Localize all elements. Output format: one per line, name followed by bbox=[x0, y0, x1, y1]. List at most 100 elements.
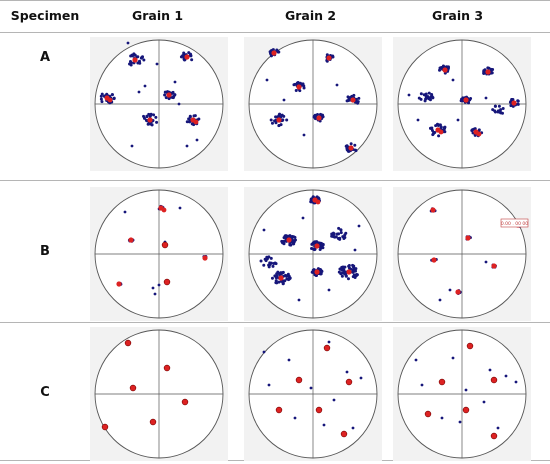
orientation-point bbox=[346, 95, 350, 99]
orientation-point bbox=[419, 92, 423, 96]
orientation-cluster bbox=[491, 104, 505, 115]
mean-orientation-marker bbox=[166, 92, 172, 98]
orientation-point bbox=[153, 292, 157, 296]
orientation-point bbox=[282, 98, 286, 102]
orientation-point bbox=[296, 80, 300, 84]
orientation-point bbox=[273, 261, 277, 265]
orientation-point bbox=[268, 262, 272, 266]
mean-orientation-marker bbox=[424, 410, 432, 418]
orientation-point bbox=[280, 119, 284, 123]
orientation-cluster bbox=[470, 127, 484, 138]
orientation-point bbox=[188, 115, 192, 119]
orientation-point bbox=[496, 426, 500, 430]
orientation-point bbox=[493, 109, 497, 113]
orientation-point bbox=[291, 235, 295, 239]
orientation-point bbox=[145, 115, 149, 119]
orientation-point bbox=[310, 242, 314, 246]
orientation-cluster bbox=[455, 289, 462, 295]
orientation-point bbox=[434, 124, 438, 128]
orientation-point bbox=[189, 54, 193, 58]
orientation-point bbox=[270, 276, 274, 280]
header-grain-2: Grain 2 bbox=[284, 8, 337, 23]
mean-orientation-marker bbox=[286, 237, 292, 243]
mean-orientation-marker bbox=[463, 97, 469, 103]
orientation-point bbox=[440, 416, 444, 420]
orientation-point bbox=[342, 237, 346, 241]
orientation-cluster bbox=[268, 48, 281, 58]
orientation-cluster bbox=[202, 254, 208, 261]
orientation-point bbox=[427, 91, 431, 95]
mean-orientation-marker bbox=[430, 207, 436, 213]
header-specimen: Specimen bbox=[10, 8, 80, 23]
orientation-point bbox=[148, 122, 152, 126]
orientation-cluster bbox=[259, 255, 278, 269]
pole-figure-c-grain-1 bbox=[90, 327, 228, 461]
orientation-point bbox=[327, 340, 331, 344]
orientation-point bbox=[451, 356, 455, 360]
orientation-point bbox=[359, 376, 363, 380]
orientation-point bbox=[170, 96, 174, 100]
specimen-c-label: C bbox=[40, 385, 50, 400]
mean-orientation-marker bbox=[314, 269, 320, 275]
orientation-point bbox=[327, 288, 331, 292]
orientation-point bbox=[182, 54, 186, 58]
orientation-point bbox=[499, 108, 503, 112]
pole-figure-b-grain-2 bbox=[244, 187, 382, 321]
orientation-point bbox=[263, 257, 267, 261]
orientation-point bbox=[339, 228, 343, 232]
orientation-point bbox=[349, 142, 353, 146]
inset-label-box bbox=[500, 218, 529, 228]
orientation-point bbox=[282, 236, 286, 240]
header-grain-1: Grain 1 bbox=[131, 8, 184, 23]
orientation-point bbox=[143, 84, 147, 88]
orientation-cluster bbox=[179, 51, 194, 62]
orientation-point bbox=[282, 242, 286, 246]
orientation-point bbox=[443, 125, 447, 129]
header-grain-3: Grain 3 bbox=[431, 8, 484, 23]
orientation-point bbox=[420, 383, 424, 387]
orientation-point bbox=[407, 93, 411, 97]
orientation-cluster bbox=[309, 195, 321, 205]
mean-orientation-marker bbox=[491, 263, 497, 269]
orientation-point bbox=[325, 59, 329, 63]
orientation-point bbox=[173, 93, 177, 97]
orientation-point bbox=[347, 97, 351, 101]
orientation-point bbox=[267, 265, 271, 269]
mean-orientation-marker bbox=[485, 69, 491, 75]
orientation-point bbox=[341, 265, 345, 269]
orientation-cluster bbox=[99, 92, 116, 105]
mean-orientation-marker bbox=[442, 67, 448, 73]
orientation-point bbox=[275, 281, 279, 285]
orientation-point bbox=[197, 117, 201, 121]
orientation-point bbox=[354, 149, 358, 153]
orientation-point bbox=[277, 280, 281, 284]
orientation-point bbox=[302, 133, 306, 137]
orientation-point bbox=[344, 272, 348, 276]
orientation-point bbox=[429, 126, 433, 130]
orientation-cluster bbox=[459, 95, 473, 105]
mean-orientation-marker bbox=[129, 384, 137, 392]
pole-figure-c-grain-3 bbox=[393, 327, 531, 461]
orientation-point bbox=[482, 71, 486, 75]
orientation-point bbox=[441, 64, 445, 68]
pole-figure-b-grain-1 bbox=[90, 187, 228, 321]
orientation-point bbox=[123, 210, 127, 214]
orientation-point bbox=[351, 426, 355, 430]
mean-orientation-marker bbox=[455, 289, 461, 295]
orientation-point bbox=[293, 416, 297, 420]
orientation-point bbox=[311, 268, 315, 272]
orientation-cluster bbox=[128, 52, 146, 67]
orientation-cluster bbox=[157, 204, 167, 213]
inset-label: 0.00 . 00 00 bbox=[501, 221, 528, 227]
mean-orientation-marker bbox=[350, 97, 356, 103]
mean-orientation-marker bbox=[101, 423, 109, 431]
orientation-point bbox=[278, 112, 282, 116]
orientation-point bbox=[322, 423, 326, 427]
mean-orientation-marker bbox=[315, 406, 323, 414]
orientation-point bbox=[337, 232, 341, 236]
orientation-point bbox=[163, 93, 167, 97]
orientation-point bbox=[267, 255, 271, 259]
orientation-point bbox=[516, 99, 520, 103]
mean-orientation-marker bbox=[278, 275, 284, 281]
orientation-point bbox=[336, 237, 340, 241]
